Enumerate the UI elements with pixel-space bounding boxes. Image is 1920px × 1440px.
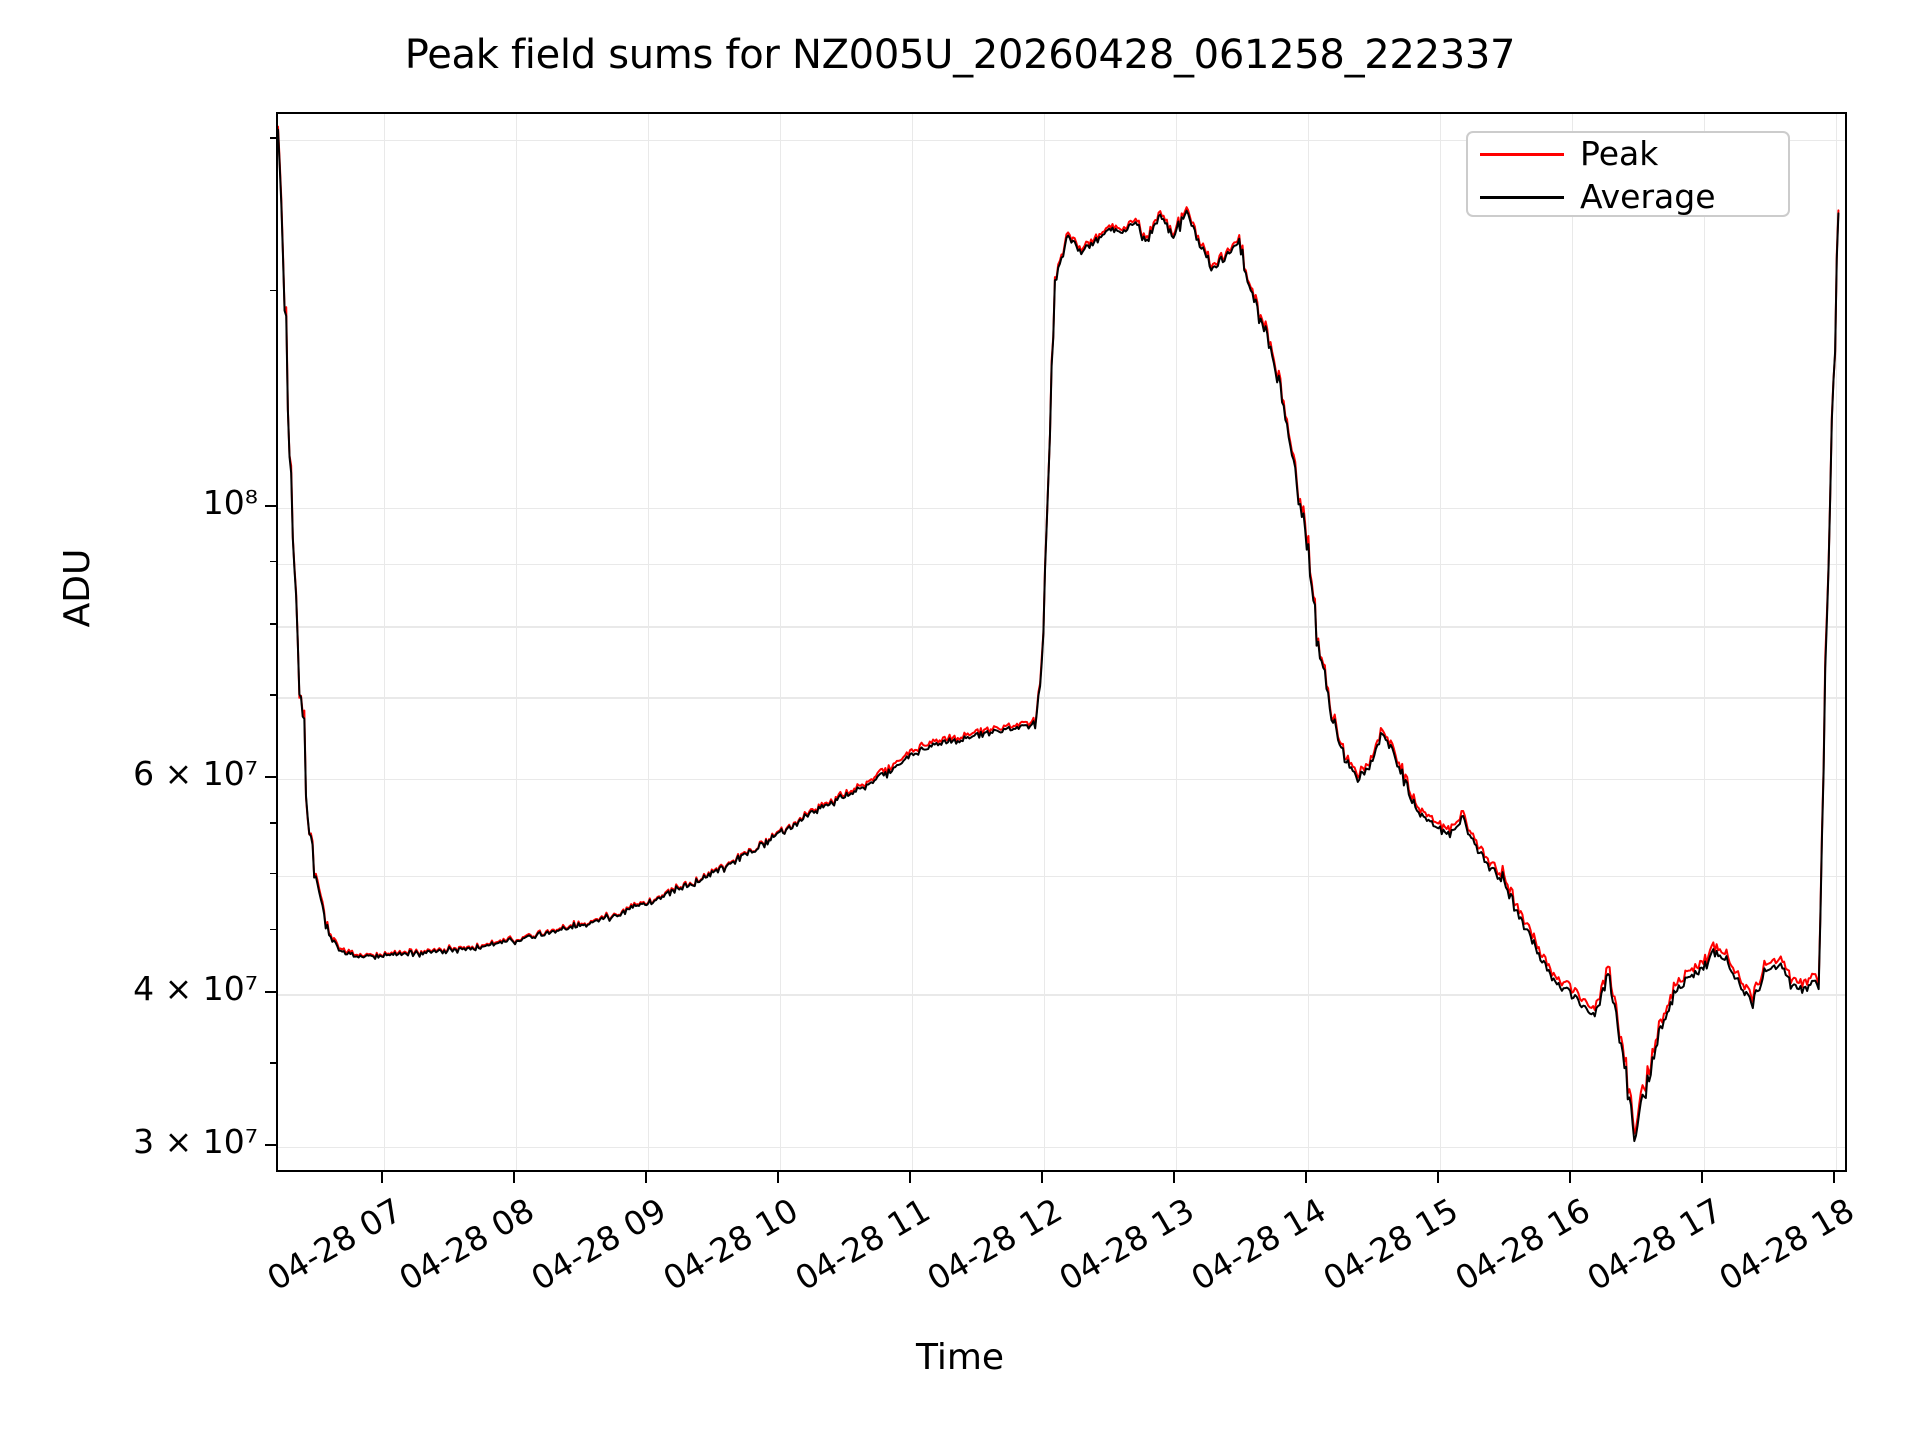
y-tick-mark-minor bbox=[270, 623, 276, 625]
gridline-horizontal bbox=[278, 875, 1845, 878]
gridline-vertical bbox=[1439, 114, 1442, 1170]
legend-item-peak[interactable]: Peak bbox=[1468, 133, 1788, 176]
gridline-vertical bbox=[1571, 114, 1574, 1170]
y-tick-mark-minor bbox=[270, 136, 276, 139]
y-tick-mark-minor bbox=[270, 694, 276, 696]
y-tick-label: 4 × 10⁷ bbox=[133, 969, 258, 1009]
y-tick-mark bbox=[265, 775, 276, 779]
y-tick-mark bbox=[265, 504, 276, 507]
y-tick-label: 3 × 10⁷ bbox=[133, 1121, 258, 1161]
gridline-vertical bbox=[1043, 114, 1046, 1170]
x-tick-mark bbox=[1832, 1172, 1835, 1183]
chart-title: Peak field sums for NZ005U_20260428_0612… bbox=[404, 32, 1516, 78]
x-axis-label: Time bbox=[915, 1337, 1005, 1378]
series-layer bbox=[278, 114, 1845, 1170]
gridline-vertical bbox=[1835, 114, 1838, 1170]
x-tick-mark bbox=[1568, 1172, 1571, 1183]
gridline-vertical bbox=[647, 114, 650, 1170]
gridline-vertical bbox=[515, 114, 518, 1170]
y-tick-mark-minor bbox=[270, 928, 276, 931]
legend: Peak Average bbox=[1466, 131, 1790, 217]
y-tick-mark-minor bbox=[270, 560, 276, 563]
gridline-vertical bbox=[1307, 114, 1310, 1170]
series-line-average bbox=[278, 130, 1838, 1141]
x-tick-mark bbox=[776, 1172, 779, 1183]
y-tick-mark-minor bbox=[270, 872, 276, 875]
series-line-peak bbox=[278, 127, 1838, 1134]
gridline-horizontal bbox=[278, 697, 1845, 699]
gridline-vertical bbox=[383, 114, 386, 1170]
x-tick-mark bbox=[1436, 1172, 1439, 1183]
x-tick-mark bbox=[512, 1172, 515, 1183]
gridline-vertical bbox=[1175, 114, 1178, 1170]
gridline-vertical bbox=[779, 114, 782, 1170]
x-tick-mark bbox=[1304, 1172, 1307, 1183]
gridline-horizontal bbox=[278, 626, 1845, 628]
y-tick-mark bbox=[265, 1143, 276, 1146]
gridline-horizontal bbox=[278, 994, 1845, 996]
gridline-horizontal bbox=[278, 563, 1845, 566]
gridline-vertical bbox=[911, 114, 914, 1170]
x-tick-mark bbox=[1700, 1172, 1703, 1183]
gridline-horizontal bbox=[278, 1146, 1845, 1149]
y-tick-mark bbox=[265, 991, 276, 994]
x-tick-mark bbox=[908, 1172, 911, 1183]
x-tick-mark bbox=[1040, 1172, 1043, 1183]
gridline-horizontal bbox=[278, 139, 1845, 142]
legend-item-average[interactable]: Average bbox=[1468, 176, 1788, 219]
plot-area bbox=[276, 112, 1847, 1172]
x-tick-mark bbox=[644, 1172, 647, 1183]
x-tick-mark bbox=[1172, 1172, 1175, 1183]
gridline-horizontal bbox=[278, 507, 1845, 510]
y-tick-mark-minor bbox=[270, 1061, 276, 1064]
y-axis-label: ADU bbox=[57, 548, 98, 628]
gridline-vertical bbox=[1703, 114, 1706, 1170]
y-tick-label: 6 × 10⁷ bbox=[133, 753, 258, 793]
y-tick-mark-minor bbox=[270, 289, 276, 292]
legend-label: Peak bbox=[1580, 134, 1659, 173]
y-tick-mark-minor bbox=[270, 822, 276, 824]
legend-swatch-peak bbox=[1480, 153, 1564, 156]
gridline-horizontal bbox=[278, 778, 1845, 781]
x-tick-mark bbox=[380, 1172, 383, 1183]
legend-label: Average bbox=[1580, 177, 1716, 216]
legend-swatch-average bbox=[1480, 196, 1564, 199]
y-tick-label: 10⁸ bbox=[202, 482, 258, 522]
